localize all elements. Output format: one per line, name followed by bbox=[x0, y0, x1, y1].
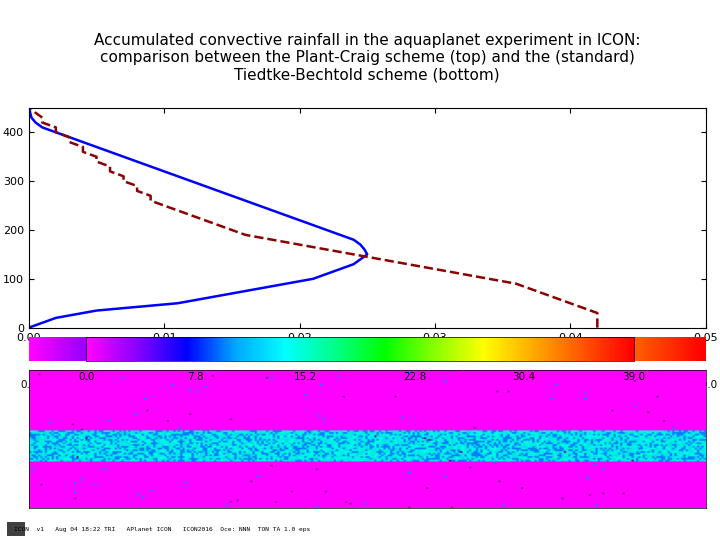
Text: 15.2: 15.2 bbox=[288, 380, 311, 390]
Text: 22.8: 22.8 bbox=[403, 372, 426, 382]
Text: ICON  v1   Aug 04 18:22 TRI   APlanet ICON   ICON2016  Oce: NNN  TON TA 1.0 eps: ICON v1 Aug 04 18:22 TRI APlanet ICON IC… bbox=[14, 527, 310, 532]
Text: 39.0: 39.0 bbox=[622, 372, 645, 382]
Text: 15.2: 15.2 bbox=[294, 372, 317, 382]
Text: 7.8: 7.8 bbox=[187, 372, 204, 382]
Text: 30.4: 30.4 bbox=[559, 380, 582, 390]
Text: 22.8: 22.8 bbox=[423, 380, 446, 390]
Text: 0.0: 0.0 bbox=[78, 372, 94, 382]
Text: 0.0: 0.0 bbox=[21, 380, 37, 390]
Text: 7.8: 7.8 bbox=[156, 380, 173, 390]
Text: 30.4: 30.4 bbox=[513, 372, 536, 382]
X-axis label: temperature variance (K² ): temperature variance (K² ) bbox=[284, 348, 451, 361]
Text: Accumulated convective rainfall in the aquaplanet experiment in ICON:
comparison: Accumulated convective rainfall in the a… bbox=[94, 32, 641, 82]
Text: 39.0: 39.0 bbox=[694, 380, 717, 390]
